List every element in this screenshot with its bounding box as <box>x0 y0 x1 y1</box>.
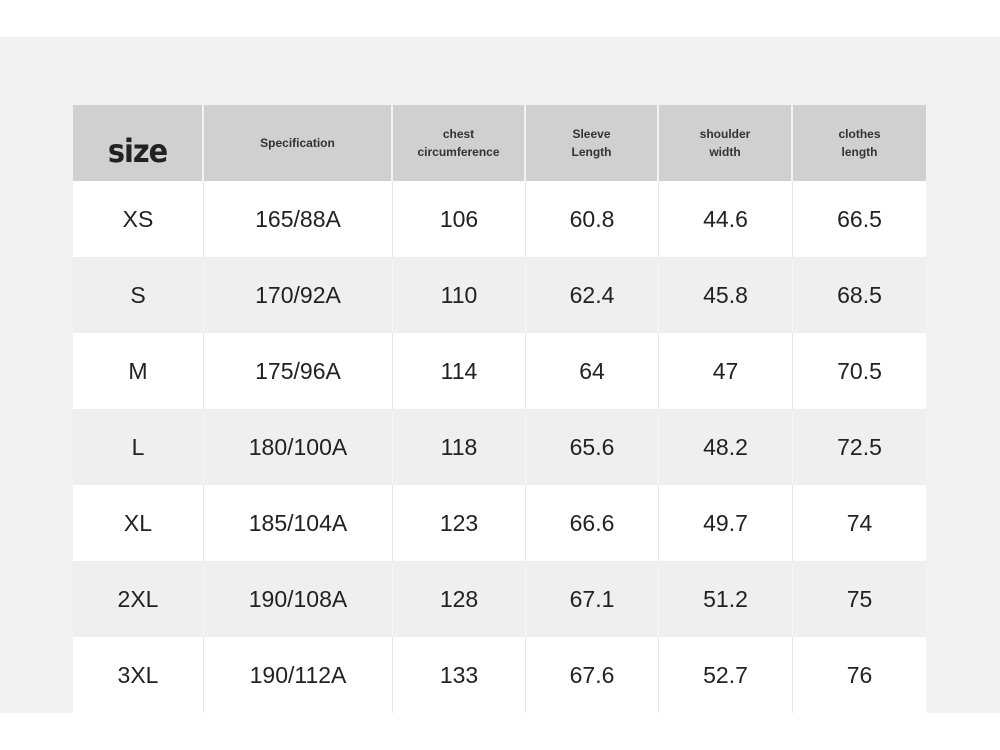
data-cell: 133 <box>393 637 526 713</box>
data-row: L 180/100A 118 65.6 48.2 72.5 <box>73 409 926 485</box>
data-cell: 114 <box>393 333 526 409</box>
data-cell: 44.6 <box>659 181 793 257</box>
data-cell: S <box>73 257 204 333</box>
data-cell: 51.2 <box>659 561 793 637</box>
data-cell: 118 <box>393 409 526 485</box>
data-cell: 49.7 <box>659 485 793 561</box>
data-cell: XS <box>73 181 204 257</box>
data-cell: 48.2 <box>659 409 793 485</box>
data-row: S 170/92A 110 62.4 45.8 68.5 <box>73 257 926 333</box>
data-cell: 170/92A <box>204 257 393 333</box>
data-cell: 128 <box>393 561 526 637</box>
size-table: size Specification chest circumference Sleev… <box>73 105 926 713</box>
header-text: shoulder <box>699 127 751 141</box>
data-cell: M <box>73 333 204 409</box>
data-cell: 123 <box>393 485 526 561</box>
data-cell: 65.6 <box>526 409 659 485</box>
data-cell: 76 <box>793 637 926 713</box>
header-text: width <box>709 145 741 159</box>
data-cell: 180/100A <box>204 409 393 485</box>
data-cell: 45.8 <box>659 257 793 333</box>
data-cell: 68.5 <box>793 257 926 333</box>
data-cell: XL <box>73 485 204 561</box>
data-row: XS 165/88A 106 60.8 44.6 66.5 <box>73 181 926 257</box>
data-row: 2XL 190/108A 128 67.1 51.2 75 <box>73 561 926 637</box>
data-row: XL 185/104A 123 66.6 49.7 74 <box>73 485 926 561</box>
header-cell: shoulder width <box>659 105 793 181</box>
data-cell: 62.4 <box>526 257 659 333</box>
data-cell: 67.1 <box>526 561 659 637</box>
data-cell: 110 <box>393 257 526 333</box>
header-cell: clothes length <box>793 105 926 181</box>
header-text: length <box>841 145 878 159</box>
data-cell: 66.6 <box>526 485 659 561</box>
data-cell: 185/104A <box>204 485 393 561</box>
data-cell: 66.5 <box>793 181 926 257</box>
data-cell: 175/96A <box>204 333 393 409</box>
data-row: M 175/96A 114 64 47 70.5 <box>73 333 926 409</box>
header-text: Sleeve <box>572 127 611 141</box>
data-cell: 52.7 <box>659 637 793 713</box>
header-cell: size <box>73 105 204 181</box>
data-cell: 106 <box>393 181 526 257</box>
header-cell: chest circumference <box>393 105 526 181</box>
data-cell: 2XL <box>73 561 204 637</box>
data-cell: 60.8 <box>526 181 659 257</box>
data-cell: 3XL <box>73 637 204 713</box>
header-text: Length <box>571 145 612 159</box>
data-cell: 64 <box>526 333 659 409</box>
header-cell: Specification <box>204 105 393 181</box>
data-cell: 74 <box>793 485 926 561</box>
header-cell: Sleeve Length <box>526 105 659 181</box>
data-cell: 75 <box>793 561 926 637</box>
data-row: 3XL 190/112A 133 67.6 52.7 76 <box>73 637 926 713</box>
header-row: size Specification chest circumference Sleev… <box>73 105 926 181</box>
data-cell: 165/88A <box>204 181 393 257</box>
header-text: size <box>107 132 168 170</box>
header-text: circumference <box>417 145 500 159</box>
data-cell: 190/108A <box>204 561 393 637</box>
data-cell: 72.5 <box>793 409 926 485</box>
data-cell: 70.5 <box>793 333 926 409</box>
data-cell: 190/112A <box>204 637 393 713</box>
header-text: clothes <box>838 127 881 141</box>
data-cell: 67.6 <box>526 637 659 713</box>
header-text: Specification <box>260 136 335 150</box>
header-text: chest <box>442 127 475 141</box>
data-cell: L <box>73 409 204 485</box>
data-cell: 47 <box>659 333 793 409</box>
